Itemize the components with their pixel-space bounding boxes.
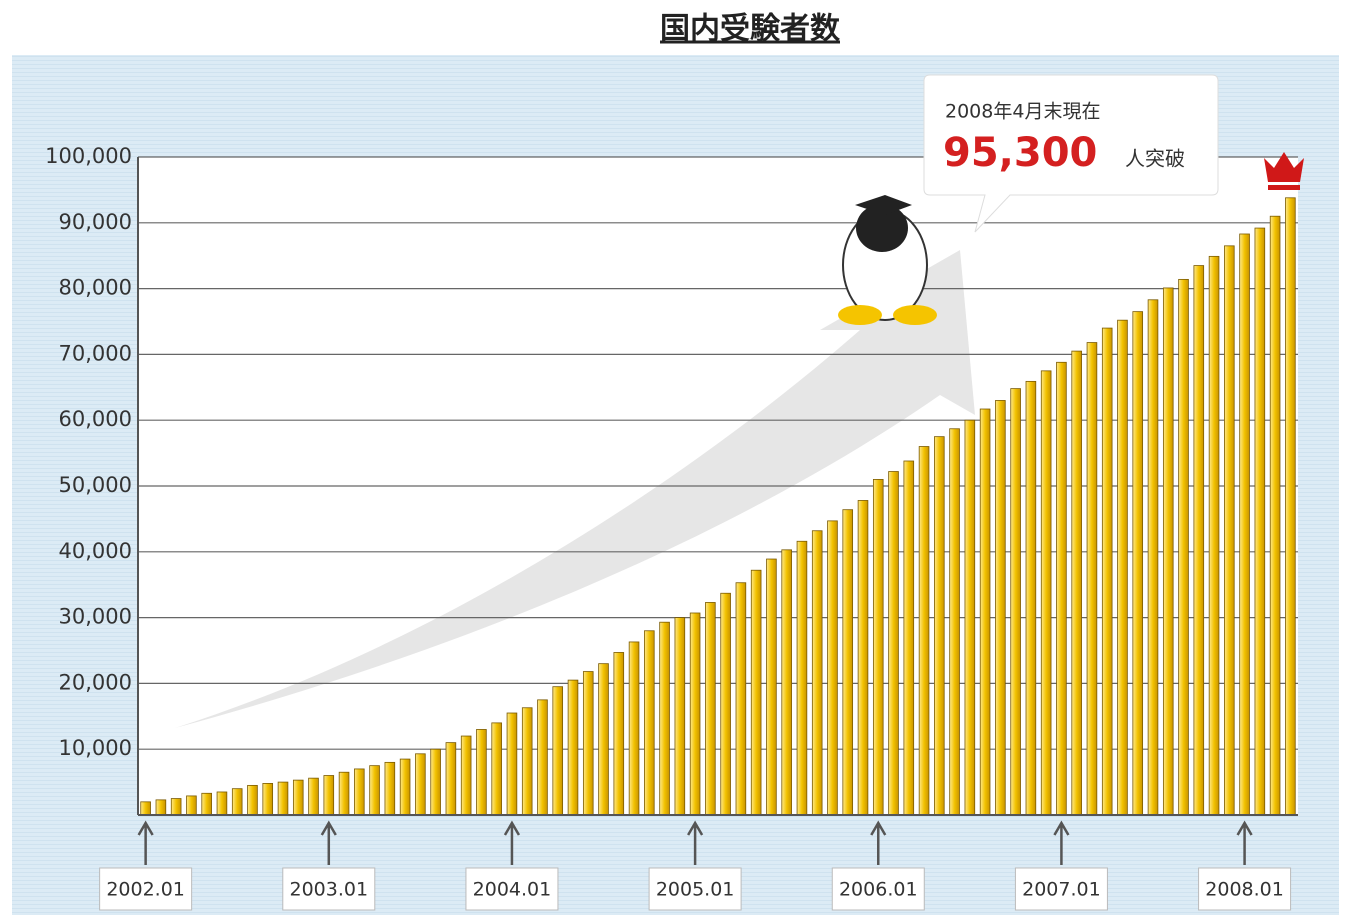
bar xyxy=(644,631,654,815)
bar xyxy=(873,479,883,815)
x-tick-label: 2008.01 xyxy=(1205,879,1284,901)
bar xyxy=(980,409,990,815)
bar xyxy=(1224,246,1234,815)
bar xyxy=(858,500,868,815)
bar xyxy=(736,583,746,815)
bar xyxy=(248,785,258,815)
bar xyxy=(309,778,319,815)
bar xyxy=(705,602,715,815)
bar xyxy=(1087,343,1097,815)
bar xyxy=(583,672,593,815)
bar xyxy=(995,400,1005,815)
bar xyxy=(263,783,273,815)
bar xyxy=(767,559,777,815)
y-tick-label: 100,000 xyxy=(45,144,132,168)
bar xyxy=(782,550,792,815)
bar xyxy=(1285,198,1295,815)
bar xyxy=(492,723,502,815)
bar xyxy=(522,708,532,815)
bar xyxy=(660,622,670,815)
bar xyxy=(965,420,975,815)
bar xyxy=(461,736,471,815)
bar xyxy=(171,799,181,815)
y-tick-label: 90,000 xyxy=(59,210,132,234)
bar xyxy=(324,776,334,815)
bar xyxy=(950,429,960,815)
bar xyxy=(1163,288,1173,815)
bar xyxy=(690,613,700,815)
x-tick-label: 2002.01 xyxy=(106,879,185,901)
y-tick-label: 30,000 xyxy=(59,605,132,629)
bar xyxy=(278,782,288,815)
bar xyxy=(599,664,609,815)
x-tick-label: 2006.01 xyxy=(839,879,918,901)
y-tick-label: 80,000 xyxy=(59,276,132,300)
bar xyxy=(1148,300,1158,815)
bar xyxy=(1041,371,1051,815)
bar xyxy=(217,792,227,815)
bar xyxy=(141,802,151,815)
callout-date: 2008年4月末現在 xyxy=(945,101,1100,123)
bar xyxy=(477,729,487,815)
bar xyxy=(1133,312,1143,815)
x-tick-label: 2003.01 xyxy=(290,879,369,901)
bar xyxy=(354,769,364,815)
x-tick-label: 2007.01 xyxy=(1022,879,1101,901)
bar xyxy=(202,793,212,815)
callout-suffix: 人突破 xyxy=(1125,147,1185,171)
bar xyxy=(751,570,761,815)
bar xyxy=(370,766,380,815)
bar xyxy=(1194,266,1204,815)
bar xyxy=(1011,389,1021,815)
bar xyxy=(400,759,410,815)
bar xyxy=(1072,351,1082,815)
chart: 国内受験者数 2008年4月末現在 95,300 人突破 10,000 20,00… xyxy=(0,0,1351,915)
bar xyxy=(1118,320,1128,815)
bar xyxy=(797,541,807,815)
y-tick-label: 20,000 xyxy=(59,670,132,694)
bar xyxy=(553,687,563,815)
y-tick-label: 40,000 xyxy=(59,539,132,563)
bar xyxy=(232,789,242,815)
bar xyxy=(187,796,197,815)
bar xyxy=(415,754,425,815)
bar xyxy=(1270,216,1280,815)
bar xyxy=(1102,328,1112,815)
y-tick-label: 60,000 xyxy=(59,407,132,431)
bar xyxy=(1179,279,1189,815)
bar xyxy=(156,800,166,815)
callout-number: 95,300 xyxy=(943,130,1097,176)
bar xyxy=(431,749,441,815)
bar xyxy=(721,593,731,815)
bar xyxy=(293,780,303,815)
bar xyxy=(507,713,517,815)
bar xyxy=(812,531,822,815)
bar xyxy=(339,772,349,815)
x-tick-label: 2004.01 xyxy=(473,879,552,901)
bar xyxy=(1255,228,1265,815)
y-tick-label: 10,000 xyxy=(59,736,132,760)
bar xyxy=(385,762,395,815)
bar xyxy=(1026,381,1036,815)
bar xyxy=(538,700,548,815)
bar xyxy=(934,437,944,815)
bar xyxy=(828,521,838,815)
bar xyxy=(1057,362,1067,815)
y-tick-label: 70,000 xyxy=(59,341,132,365)
bar xyxy=(1240,234,1250,815)
y-tick-label: 50,000 xyxy=(59,473,132,497)
bar xyxy=(568,680,578,815)
bar xyxy=(919,447,929,815)
bar xyxy=(889,472,899,815)
bar xyxy=(675,618,685,815)
bar xyxy=(843,510,853,815)
bar xyxy=(904,461,914,815)
chart-title: 国内受験者数 xyxy=(660,12,841,47)
bar xyxy=(614,652,624,815)
x-tick-label: 2005.01 xyxy=(656,879,735,901)
bar xyxy=(446,743,456,815)
bar xyxy=(629,642,639,815)
bar xyxy=(1209,256,1219,815)
